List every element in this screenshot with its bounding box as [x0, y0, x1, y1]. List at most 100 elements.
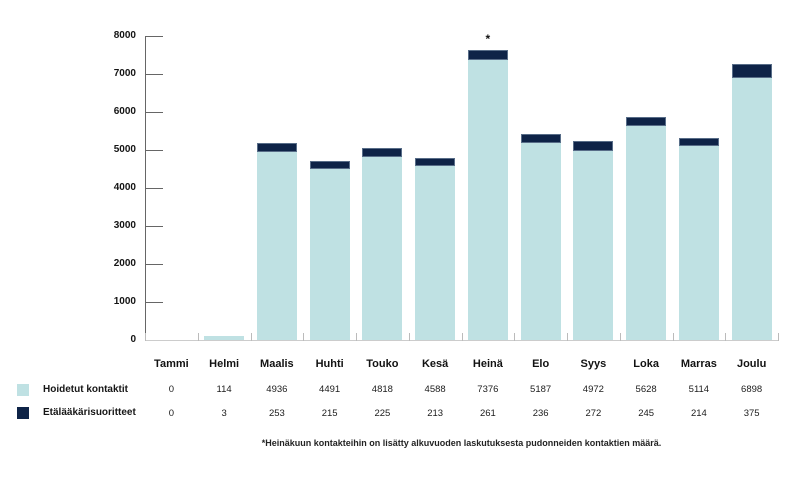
y-tick-label: 6000 — [113, 106, 136, 117]
value-etalaakarisuoritteet: 245 — [638, 408, 655, 419]
month-label: Loka — [633, 358, 659, 370]
month-label: Heinä — [472, 358, 503, 370]
value-hoidetut-kontaktit: 7376 — [477, 384, 499, 395]
value-hoidetut-kontaktit: 5187 — [530, 384, 552, 395]
chart-footnote: *Heinäkuun kontakteihin on lisätty alkuv… — [261, 438, 662, 448]
bar-kesä — [415, 157, 456, 340]
y-tick-label: 8000 — [113, 30, 136, 41]
bar-heinä — [467, 49, 508, 340]
value-hoidetut-kontaktit: 114 — [216, 384, 232, 395]
bar-segment-etalaakarisuoritteet — [256, 142, 297, 153]
value-hoidetut-kontaktit: 5628 — [635, 384, 657, 395]
x-tick — [514, 333, 516, 341]
legend-swatch-hoidetut-kontaktit — [17, 383, 29, 396]
annotation-asterisk: * — [485, 31, 491, 46]
y-tick-label: 1000 — [113, 296, 136, 307]
value-etalaakarisuoritteet: 0 — [168, 408, 175, 419]
month-label: Huhti — [315, 358, 344, 370]
y-tick-label: 2000 — [113, 258, 136, 269]
legend-swatch-etalaakarisuoritteet — [17, 406, 29, 419]
value-etalaakarisuoritteet: 261 — [479, 408, 496, 419]
x-tick — [356, 333, 357, 341]
value-hoidetut-kontaktit: 4491 — [319, 384, 341, 395]
bar-segment-etalaakarisuoritteet — [731, 63, 772, 78]
bar-segment-etalaakarisuoritteet — [573, 140, 614, 152]
month-label: Helmi — [209, 358, 240, 370]
x-tick — [461, 333, 463, 341]
bar-segment-hoidetut-kontaktit — [415, 165, 456, 340]
bar-elo — [520, 133, 561, 340]
x-tick — [725, 333, 727, 341]
bar-segment-hoidetut-kontaktit — [678, 145, 719, 340]
bar-segment-hoidetut-kontaktit — [362, 156, 403, 340]
legend-label-hoidetut-kontaktit: Hoidetut kontaktit — [43, 384, 128, 395]
month-label: Joulu — [736, 358, 767, 370]
y-tick — [145, 150, 163, 151]
value-etalaakarisuoritteet: 3 — [221, 408, 227, 419]
x-tick — [567, 333, 568, 341]
x-tick — [672, 333, 674, 341]
value-etalaakarisuoritteet: 214 — [690, 408, 707, 419]
x-tick — [778, 333, 779, 341]
y-tick — [145, 226, 163, 227]
y-tick — [145, 36, 163, 37]
y-tick-label: 5000 — [113, 144, 136, 155]
legend-item-etalaakarisuoritteet: Etälääkärisuoritteet — [17, 406, 136, 419]
y-tick — [145, 188, 163, 189]
y-tick — [145, 264, 163, 265]
month-label: Elo — [532, 358, 550, 370]
month-label: Syys — [580, 358, 607, 370]
bar-segment-hoidetut-kontaktit — [626, 126, 667, 340]
bar-segment-etalaakarisuoritteet — [678, 137, 719, 146]
bar-segment-hoidetut-kontaktit — [731, 77, 772, 340]
bar-segment-hoidetut-kontaktit — [573, 151, 614, 340]
bar-segment-hoidetut-kontaktit — [256, 152, 297, 340]
x-tick — [145, 333, 146, 341]
value-hoidetut-kontaktit: 4936 — [266, 384, 288, 395]
y-tick — [145, 302, 163, 303]
value-etalaakarisuoritteet: 236 — [532, 408, 549, 419]
value-etalaakarisuoritteet: 213 — [427, 408, 444, 419]
month-label: Kesä — [421, 358, 449, 370]
bar-marras — [678, 137, 719, 340]
y-tick-label: 4000 — [113, 182, 136, 193]
value-hoidetut-kontaktit: 5114 — [688, 384, 710, 395]
value-etalaakarisuoritteet: 272 — [585, 408, 602, 419]
x-tick — [197, 333, 199, 341]
bar-helmi — [204, 335, 245, 340]
month-label: Maalis — [260, 358, 294, 370]
legend-label-etalaakarisuoritteet: Etälääkärisuoritteet — [43, 407, 136, 418]
bar-loka — [626, 116, 667, 340]
y-tick — [145, 112, 163, 113]
value-hoidetut-kontaktit: 0 — [168, 384, 175, 395]
x-tick — [250, 333, 252, 341]
value-hoidetut-kontaktit: 4818 — [371, 384, 393, 395]
bar-syys — [573, 140, 614, 340]
y-tick — [145, 74, 163, 75]
x-tick — [408, 333, 410, 341]
bar-segment-hoidetut-kontaktit — [467, 59, 508, 340]
bar-segment-hoidetut-kontaktit — [309, 169, 350, 340]
x-tick — [619, 333, 621, 341]
y-tick-label: 7000 — [113, 68, 136, 79]
value-hoidetut-kontaktit: 4588 — [424, 384, 446, 395]
bar-segment-hoidetut-kontaktit — [204, 335, 245, 340]
value-etalaakarisuoritteet: 225 — [374, 408, 391, 419]
value-etalaakarisuoritteet: 375 — [743, 408, 760, 419]
bar-joulu — [731, 63, 772, 340]
value-hoidetut-kontaktit: 4972 — [582, 384, 604, 395]
value-etalaakarisuoritteet: 253 — [268, 408, 285, 419]
bar-segment-etalaakarisuoritteet — [415, 157, 456, 166]
bar-huhti — [309, 161, 350, 340]
value-etalaakarisuoritteet: 215 — [321, 408, 338, 419]
legend-item-hoidetut-kontaktit: Hoidetut kontaktit — [17, 383, 128, 396]
y-tick-label: 0 — [130, 334, 136, 345]
month-label: Marras — [680, 358, 717, 370]
bar-maalis — [256, 142, 297, 340]
bar-segment-etalaakarisuoritteet — [309, 161, 350, 170]
month-label: Tammi — [154, 358, 189, 370]
x-tick — [303, 333, 305, 341]
bar-segment-etalaakarisuoritteet — [520, 133, 561, 143]
bar-segment-etalaakarisuoritteet — [362, 148, 403, 157]
